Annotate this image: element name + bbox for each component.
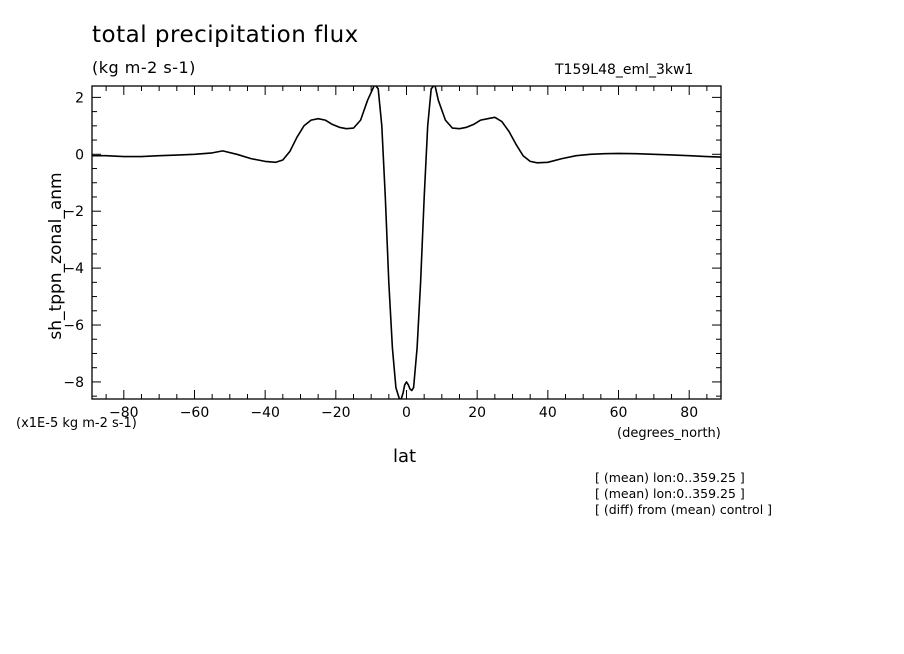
x-tick-label: 0 (402, 405, 411, 421)
x-tick-label: −20 (321, 405, 351, 421)
annotation-line: [ (diff) from (mean) control ] (595, 502, 773, 517)
run-label: T159L48_eml_3kw1 (555, 62, 694, 78)
series-line (92, 86, 721, 399)
y-tick-label: −2 (63, 204, 84, 220)
x-tick-label: −40 (250, 405, 280, 421)
x-tick-label: 40 (539, 405, 557, 421)
x-axis-label: lat (393, 446, 417, 467)
y-tick-label: 2 (75, 90, 84, 106)
x-axis-unit-label: (degrees_north) (617, 426, 721, 441)
series-layer (92, 86, 721, 399)
y-axis-unit-label: (x1E-5 kg m-2 s-1) (16, 416, 137, 431)
annotation-line: [ (mean) lon:0..359.25 ] (595, 470, 745, 485)
x-tick-label: 60 (610, 405, 628, 421)
x-tick-label: −80 (109, 405, 139, 421)
x-tick-label: 80 (680, 405, 698, 421)
y-tick-label: −8 (63, 375, 84, 391)
chart-subtitle-units: (kg m-2 s-1) (92, 58, 196, 77)
y-axis-label: sh_tppn_zonal_anm (46, 172, 66, 340)
chart-title: total precipitation flux (92, 22, 359, 48)
y-tick-label: −4 (63, 261, 84, 277)
y-tick-label: −6 (63, 318, 84, 334)
annotation-line: [ (mean) lon:0..359.25 ] (595, 486, 745, 501)
plot-frame (91, 85, 722, 400)
x-tick-label: −60 (180, 405, 210, 421)
annotation-notes: [ (mean) lon:0..359.25 ] [ (mean) lon:0.… (595, 470, 772, 518)
axis-ticks: −80 −60 −40 −20 0 20 40 60 80−8−6−4−202 (63, 86, 721, 421)
y-tick-label: 0 (75, 147, 84, 163)
x-tick-label: 20 (468, 405, 486, 421)
